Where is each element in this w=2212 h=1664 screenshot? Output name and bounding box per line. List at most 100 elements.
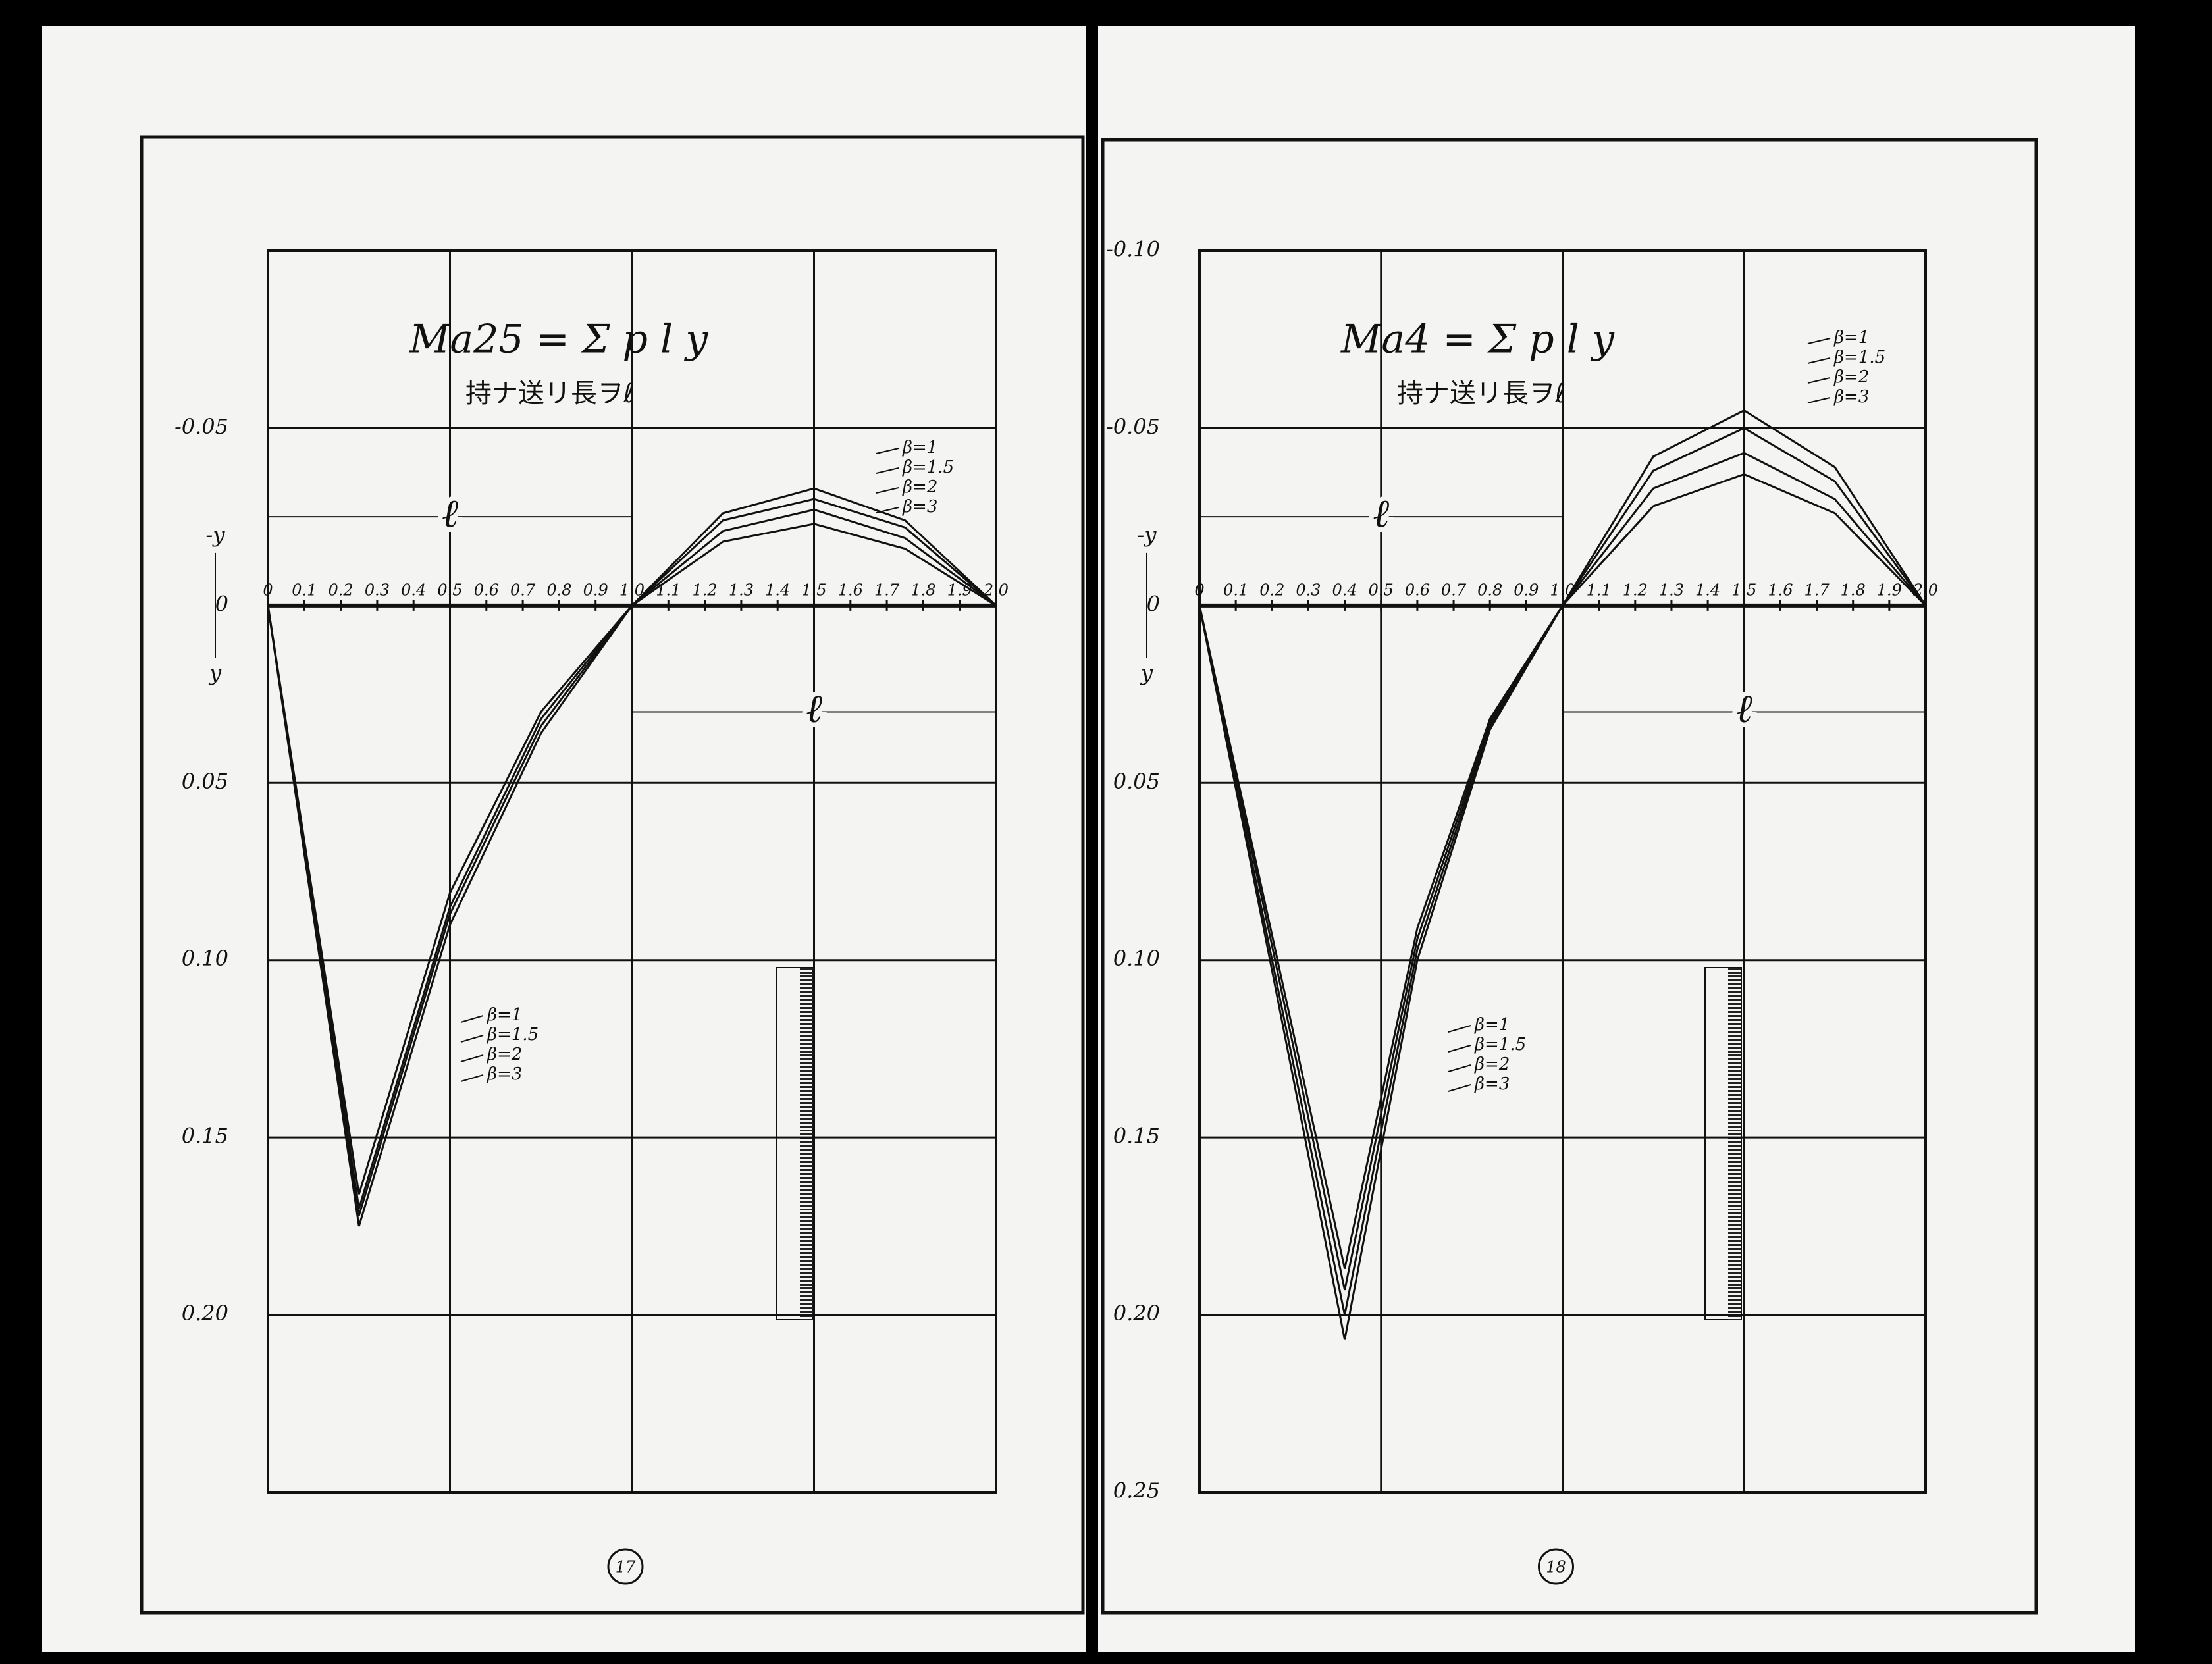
y-axis-label: y	[208, 660, 222, 685]
legend-label: β=1	[902, 438, 937, 457]
x-tick-label: 1.8	[910, 581, 935, 599]
y-tick-label: 0.20	[1113, 1301, 1160, 1326]
x-tick-label: 0.2	[329, 581, 354, 599]
x-tick-label: 0.9	[1514, 581, 1539, 599]
y-axis-label: y	[1140, 660, 1153, 685]
y-tick-label: 0.25	[1113, 1478, 1160, 1503]
x-tick-label: 1.2	[1623, 581, 1648, 599]
page-number-circle	[1538, 1548, 1574, 1585]
y-tick-label: 0	[215, 591, 228, 616]
x-tick-label: 0.3	[365, 581, 390, 599]
influence-line	[1198, 409, 1927, 1269]
page-number: 17	[616, 1558, 636, 1576]
legend-leader	[1448, 1025, 1471, 1033]
legend-leader	[1448, 1045, 1471, 1053]
x-tick-label: 0.4	[401, 581, 426, 599]
x-tick-label: 0.7	[1441, 581, 1467, 599]
left-page	[42, 26, 1086, 1652]
x-tick-label: 0.7	[510, 581, 536, 599]
chart-title: Ma25 = Σ p l y	[409, 317, 708, 363]
span-label: ℓ	[1736, 686, 1752, 732]
legend-leader	[876, 467, 899, 474]
legend-leader	[1448, 1084, 1471, 1092]
y-axis-label: -y	[1138, 522, 1157, 547]
legend-leader	[1807, 338, 1831, 344]
legend-leader	[460, 1054, 484, 1062]
legend-label: β=1.5	[1833, 348, 1885, 367]
y-tick-label: -0.10	[1106, 237, 1160, 262]
legend-leader	[1807, 357, 1831, 364]
right-page	[1098, 26, 2135, 1652]
legend-leader	[1807, 397, 1831, 403]
y-tick-label: -0.05	[174, 414, 228, 439]
x-tick-label: 1.4	[765, 581, 790, 599]
x-tick-label: 1.6	[1768, 581, 1793, 599]
x-tick-label: 1.8	[1841, 581, 1866, 599]
x-tick-label: 0	[263, 581, 273, 599]
legend-label: β=3	[1474, 1074, 1510, 1094]
legend-leader	[876, 487, 899, 494]
x-tick-label: 0.1	[1223, 581, 1248, 599]
y-tick-label: 0.10	[1113, 946, 1160, 971]
chart-subtitle: 持ナ送リ長ヲℓ	[465, 378, 635, 409]
x-tick-label: 0.5	[437, 581, 462, 599]
x-tick-label: 0.3	[1296, 581, 1321, 599]
legend-label: β=3	[1833, 387, 1869, 407]
x-tick-label: 0.8	[1477, 581, 1502, 599]
x-tick-label: 1.1	[1587, 581, 1612, 599]
chart-subtitle: 持ナ送リ長ヲℓ	[1397, 378, 1566, 409]
x-tick-label: 1.5	[801, 581, 826, 599]
x-tick-label: 1.3	[1659, 581, 1684, 599]
y-tick-label: 0.05	[1113, 769, 1160, 794]
legend-leader	[460, 1015, 484, 1023]
left-border	[140, 135, 1085, 1615]
y-tick-label: 0	[1147, 591, 1160, 616]
legend-label: β=3	[487, 1064, 522, 1084]
x-tick-label: 0.6	[474, 581, 499, 599]
x-tick-label: 0.6	[1405, 581, 1430, 599]
chart-title: Ma4 = Σ p l y	[1340, 317, 1615, 363]
x-tick-label: 0.1	[292, 581, 317, 599]
x-tick-label: 1.6	[838, 581, 863, 599]
legend-leader	[1807, 377, 1831, 384]
page-number-circle	[607, 1548, 644, 1585]
x-tick-label: 1.1	[656, 581, 681, 599]
legend-leader	[876, 507, 899, 513]
x-tick-label: 1.5	[1731, 581, 1756, 599]
legend-leader	[1448, 1064, 1471, 1072]
legend-label: β=1.5	[902, 457, 954, 477]
span-label: ℓ	[442, 491, 458, 537]
x-tick-label: 0.5	[1369, 581, 1394, 599]
page-number: 18	[1546, 1558, 1566, 1576]
x-tick-label: 0.8	[546, 581, 571, 599]
legend-label: β=1	[1833, 328, 1869, 348]
y-tick-label: 0.10	[182, 946, 228, 971]
span-label: ℓ	[1373, 491, 1389, 537]
legend-leader	[460, 1074, 484, 1082]
x-tick-label: 1.4	[1695, 581, 1720, 599]
legend-label: β=1	[487, 1005, 522, 1025]
y-tick-label: 0.05	[182, 769, 228, 794]
legend-label: β=2	[1833, 367, 1869, 387]
span-label: ℓ	[806, 686, 822, 732]
x-tick-label: 1.7	[1804, 581, 1830, 599]
x-tick-label: 0.9	[583, 581, 608, 599]
y-tick-label: 0.20	[182, 1301, 228, 1326]
legend-label: β=2	[902, 477, 937, 497]
influence-line	[267, 487, 997, 1195]
x-tick-label: 0.2	[1259, 581, 1284, 599]
x-tick-label: 0	[1194, 581, 1204, 599]
legend-leader	[876, 448, 899, 454]
y-tick-label: 0.15	[182, 1124, 228, 1149]
x-tick-label: 1.9	[1877, 581, 1902, 599]
legend-label: β=1.5	[487, 1025, 539, 1045]
legend-label: β=3	[902, 497, 937, 517]
legend-label: β=2	[487, 1045, 522, 1064]
x-tick-label: 1.2	[693, 581, 718, 599]
y-tick-label: 0.15	[1113, 1124, 1160, 1149]
right-border	[1101, 138, 2038, 1615]
y-tick-label: -0.05	[1106, 414, 1160, 439]
legend-label: β=2	[1474, 1054, 1510, 1074]
x-tick-label: 1.3	[729, 581, 754, 599]
